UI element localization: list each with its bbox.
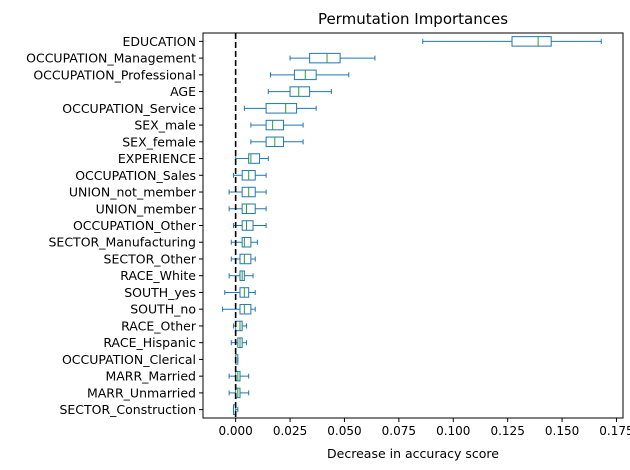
category-label: EXPERIENCE [118,151,196,166]
box-sector-construction [232,404,239,415]
x-tick-label: 0.175 [599,424,630,438]
x-tick-label: 0.100 [436,424,470,438]
iqr-box [511,36,552,47]
box-sex-female [250,136,304,148]
x-axis-label: Decrease in accuracy score [327,446,499,461]
category-label: SECTOR_Manufacturing [49,235,197,250]
category-label: OCCUPATION_Service [62,101,196,116]
iqr-box [241,203,256,215]
category-label: SECTOR_Construction [59,402,196,417]
box-union-not-member [228,186,267,198]
x-tick-label: 0.000 [218,424,252,438]
iqr-box [265,119,285,131]
category-labels-layer: EDUCATIONOCCUPATION_ManagementOCCUPATION… [26,34,197,417]
category-label: SEX_male [134,118,196,133]
category-label: OCCUPATION_Sales [75,168,196,183]
boxes-layer [222,36,602,415]
category-label: MARR_Unmarried [87,385,196,400]
category-label: RACE_Hispanic [103,335,196,350]
iqr-box [309,52,341,64]
ticks-layer: 0.000 0.025 0.050 0.075 0.100 0.125 0.150 0.175 [199,40,630,438]
x-tick-label: 0.050 [327,424,361,438]
category-label: MARR_Married [105,369,196,384]
category-label: OCCUPATION_Clerical [62,352,196,367]
box-south-yes [224,287,256,298]
box-marr-unmarried [228,387,250,399]
category-label: SOUTH_yes [124,285,196,300]
iqr-box [241,220,254,231]
category-label: UNION_member [96,201,197,216]
category-label: RACE_White [120,268,196,283]
iqr-box [239,253,252,265]
category-label: AGE [170,84,196,99]
x-tick-label: 0.025 [273,424,307,438]
x-tick-label: 0.075 [382,424,416,438]
category-label: OCCUPATION_Management [26,51,196,66]
chart-title: Permutation Importances [318,10,508,28]
iqr-box [265,103,298,114]
box-education [422,36,602,47]
category-label: EDUCATION [123,34,197,49]
box-age [267,86,332,97]
box-experience [235,153,269,164]
iqr-box [241,236,252,248]
box-sex-male [250,119,304,131]
box-south-no [222,303,256,315]
category-label: OCCUPATION_Other [73,218,197,233]
box-occupation-service [243,103,317,114]
box-race-hispanic [230,337,248,348]
iqr-box [239,303,252,315]
box-occupation-sales [232,170,267,181]
iqr-box [289,86,311,97]
plot-frame [202,32,624,419]
box-occupation-professional [269,69,350,81]
category-label: SOUTH_no [130,302,196,317]
category-label: SECTOR_Other [104,251,197,266]
iqr-box [248,153,261,164]
x-tick-label: 0.125 [490,424,524,438]
category-label: OCCUPATION_Professional [33,67,196,82]
box-sector-manufacturing [230,236,258,248]
x-tick-label: 0.150 [545,424,579,438]
box-occupation-management [289,52,376,64]
category-label: UNION_not_member [69,185,197,200]
box-race-white [228,270,254,281]
category-label: RACE_Other [121,318,197,333]
category-label: SEX_female [122,134,196,149]
